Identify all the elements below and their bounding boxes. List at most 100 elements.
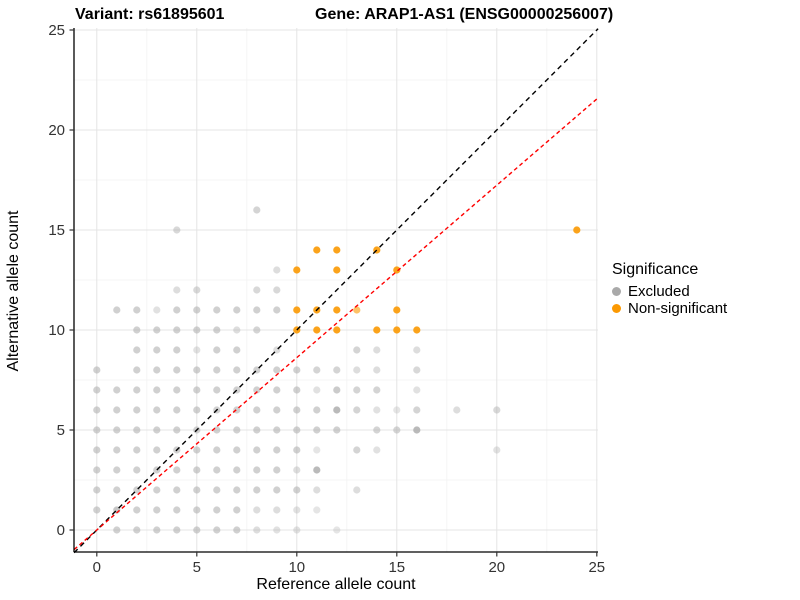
data-point-excluded [373, 386, 381, 394]
data-point-non-significant [293, 266, 301, 274]
data-point-excluded [213, 326, 221, 334]
data-point-excluded [313, 446, 321, 454]
data-point-excluded [93, 366, 101, 374]
data-point-excluded [313, 426, 321, 434]
x-tick-label: 0 [93, 559, 101, 576]
data-point-excluded [153, 386, 161, 394]
data-point-excluded [493, 446, 501, 454]
data-point-excluded [253, 466, 261, 474]
data-point-excluded [133, 406, 141, 414]
data-point-excluded [293, 486, 301, 494]
data-point-non-significant [333, 246, 341, 254]
x-tick-label: 5 [193, 559, 201, 576]
x-tick-label: 25 [588, 559, 605, 576]
expected-ratio-line [73, 97, 599, 551]
data-point-excluded [193, 526, 201, 534]
data-point-excluded [353, 446, 361, 454]
data-point-excluded [413, 346, 421, 354]
data-point-excluded [253, 506, 261, 514]
data-point-excluded [393, 406, 401, 414]
data-point-excluded [93, 386, 101, 394]
x-tick-label: 10 [288, 559, 305, 576]
data-point-excluded [93, 486, 101, 494]
data-point-excluded [353, 406, 361, 414]
data-point-excluded [233, 466, 241, 474]
data-point-excluded [113, 406, 121, 414]
data-point-excluded [193, 406, 201, 414]
data-point-excluded [413, 406, 421, 414]
data-point-non-significant [573, 226, 581, 234]
data-point-excluded [353, 486, 361, 494]
data-point-excluded [353, 386, 361, 394]
data-point-excluded [313, 466, 321, 474]
data-point-excluded [293, 386, 301, 394]
data-point-excluded [153, 506, 161, 514]
data-point-excluded [453, 406, 461, 414]
data-point-excluded [153, 326, 161, 334]
data-point-excluded [213, 366, 221, 374]
x-axis-title: Reference allele count [256, 576, 416, 593]
data-point-non-significant [353, 306, 361, 314]
data-point-excluded [273, 526, 281, 534]
data-point-excluded [253, 386, 261, 394]
data-point-excluded [173, 406, 181, 414]
data-point-excluded [113, 526, 121, 534]
data-point-excluded [253, 206, 261, 214]
x-tick-label: 15 [388, 559, 405, 576]
data-point-excluded [193, 466, 201, 474]
data-point-non-significant [333, 266, 341, 274]
data-point-excluded [173, 346, 181, 354]
data-point-excluded [373, 446, 381, 454]
data-point-excluded [193, 386, 201, 394]
data-point-excluded [233, 366, 241, 374]
data-point-non-significant [333, 326, 341, 334]
data-point-excluded [173, 306, 181, 314]
data-point-excluded [413, 366, 421, 374]
data-point-excluded [93, 406, 101, 414]
gene-title: Gene: ARAP1-AS1 (ENSG00000256007) [315, 6, 614, 23]
data-point-excluded [313, 506, 321, 514]
variant-title: Variant: rs61895601 [75, 6, 225, 23]
data-point-excluded [173, 226, 181, 234]
data-point-excluded [273, 506, 281, 514]
data-point-excluded [93, 466, 101, 474]
data-point-excluded [413, 386, 421, 394]
data-point-excluded [273, 406, 281, 414]
data-point-excluded [253, 306, 261, 314]
data-point-excluded [253, 406, 261, 414]
data-point-excluded [273, 466, 281, 474]
data-point-excluded [233, 406, 241, 414]
data-point-excluded [133, 526, 141, 534]
data-point-excluded [173, 486, 181, 494]
x-tick-label: 20 [488, 559, 505, 576]
data-point-excluded [153, 406, 161, 414]
data-point-excluded [333, 386, 341, 394]
data-point-excluded [93, 446, 101, 454]
data-point-non-significant [393, 306, 401, 314]
data-point-excluded [273, 286, 281, 294]
data-point-excluded [133, 306, 141, 314]
data-point-excluded [113, 446, 121, 454]
data-point-excluded [213, 306, 221, 314]
data-point-excluded [133, 346, 141, 354]
data-point-excluded [213, 486, 221, 494]
data-point-excluded [253, 326, 261, 334]
data-point-excluded [293, 526, 301, 534]
data-point-excluded [293, 426, 301, 434]
identity-line [73, 28, 599, 554]
data-point-excluded [193, 366, 201, 374]
legend: Significance Excluded Non-significant [612, 261, 727, 317]
data-point-excluded [493, 406, 501, 414]
data-point-excluded [193, 346, 201, 354]
data-point-excluded [373, 426, 381, 434]
data-point-excluded [173, 366, 181, 374]
data-point-excluded [173, 426, 181, 434]
legend-item-label: Excluded [628, 283, 690, 300]
data-point-excluded [233, 426, 241, 434]
data-point-excluded [153, 526, 161, 534]
data-point-excluded [113, 486, 121, 494]
data-point-excluded [293, 506, 301, 514]
data-point-excluded [193, 286, 201, 294]
data-point-excluded [353, 366, 361, 374]
data-point-excluded [153, 346, 161, 354]
